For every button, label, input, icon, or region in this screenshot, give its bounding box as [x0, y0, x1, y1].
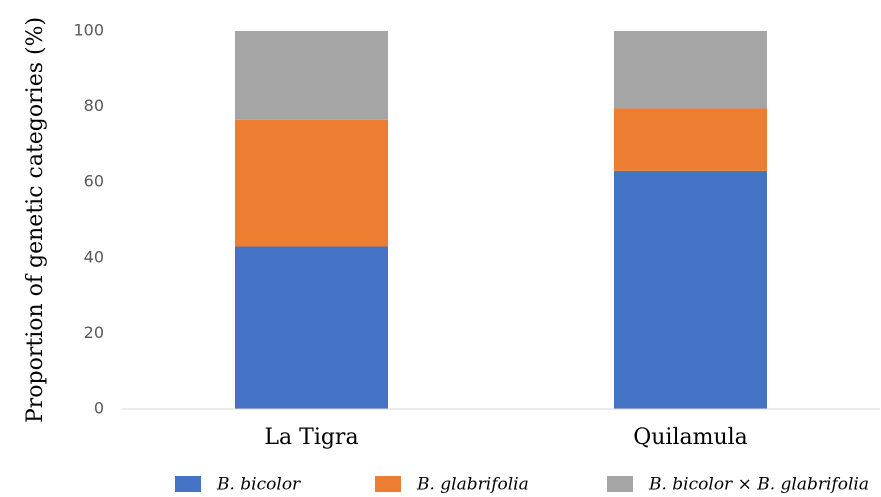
y-tick-label: 60: [84, 172, 104, 191]
legend-swatch: [375, 476, 401, 492]
y-tick-label: 80: [84, 96, 104, 115]
legend-label: B. bicolor: [216, 475, 301, 495]
legend-label: B. glabrifolia: [416, 475, 529, 495]
y-tick-label: 40: [84, 247, 104, 266]
bar-segment: [614, 170, 767, 409]
legend-swatch: [607, 476, 633, 492]
legend-label: B. bicolor × B. glabrifolia: [648, 475, 869, 495]
bar-segment: [235, 31, 388, 120]
bar-segment: [614, 31, 767, 109]
y-axis-label: Proportion of genetic categories (%): [23, 17, 48, 423]
bar-segment: [235, 119, 388, 247]
legend-swatch: [175, 476, 201, 492]
y-tick-label: 20: [84, 323, 104, 342]
y-tick-label: 100: [73, 21, 104, 40]
y-tick-label: 0: [94, 399, 104, 418]
x-tick-label: La Tigra: [264, 425, 358, 450]
x-tick-label: Quilamula: [633, 425, 748, 450]
bar-segment: [235, 246, 388, 409]
bar-segment: [614, 108, 767, 171]
